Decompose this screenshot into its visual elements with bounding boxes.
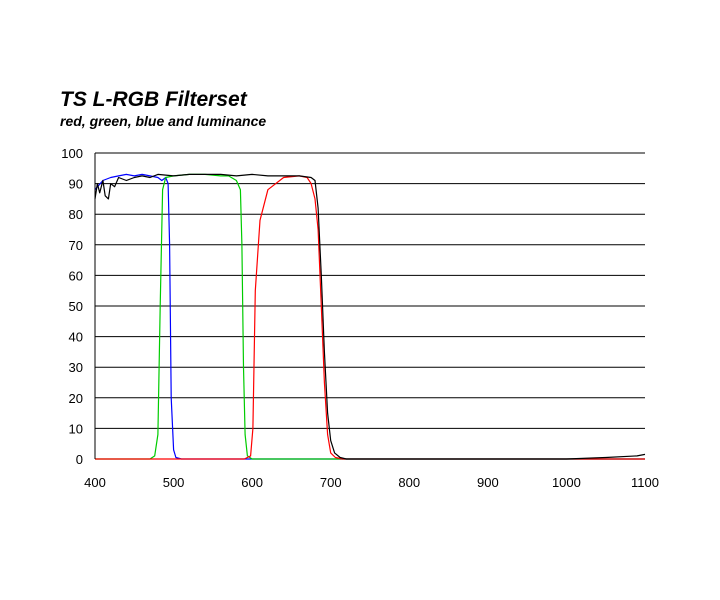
y-tick-label: 90 [69, 177, 83, 192]
chart-title: TS L-RGB Filterset [60, 88, 247, 111]
x-tick-label: 400 [84, 475, 106, 490]
y-tick-label: 0 [76, 452, 83, 467]
x-tick-label: 500 [163, 475, 185, 490]
y-tick-label: 10 [69, 421, 83, 436]
series-line-3 [94, 173, 646, 460]
y-tick-label: 20 [69, 391, 83, 406]
y-tick-label: 50 [69, 299, 83, 314]
x-tick-label: 1000 [552, 475, 581, 490]
y-tick-label: 30 [69, 360, 83, 375]
y-tick-label: 100 [61, 146, 83, 161]
x-tick-label: 600 [241, 475, 263, 490]
x-tick-label: 1100 [631, 475, 659, 490]
y-tick-label: 80 [69, 207, 83, 222]
chart-subtitle: red, green, blue and luminance [60, 113, 267, 129]
x-tick-label: 700 [320, 475, 342, 490]
series-group [94, 173, 646, 460]
x-tick-label: 900 [477, 475, 499, 490]
series-line-1 [95, 173, 645, 460]
series-line-0 [94, 173, 645, 460]
series-line-2 [95, 175, 645, 460]
x-tick-labels: 400 500 600 700 800 900 1000 1100 [84, 475, 659, 490]
x-tick-label: 800 [398, 475, 420, 490]
gridlines [95, 152, 645, 460]
y-tick-label: 70 [69, 238, 83, 253]
y-tick-labels: 0 10 20 30 40 50 60 70 80 90 100 [61, 146, 83, 467]
y-tick-label: 40 [69, 330, 83, 345]
y-tick-label: 60 [69, 268, 83, 283]
